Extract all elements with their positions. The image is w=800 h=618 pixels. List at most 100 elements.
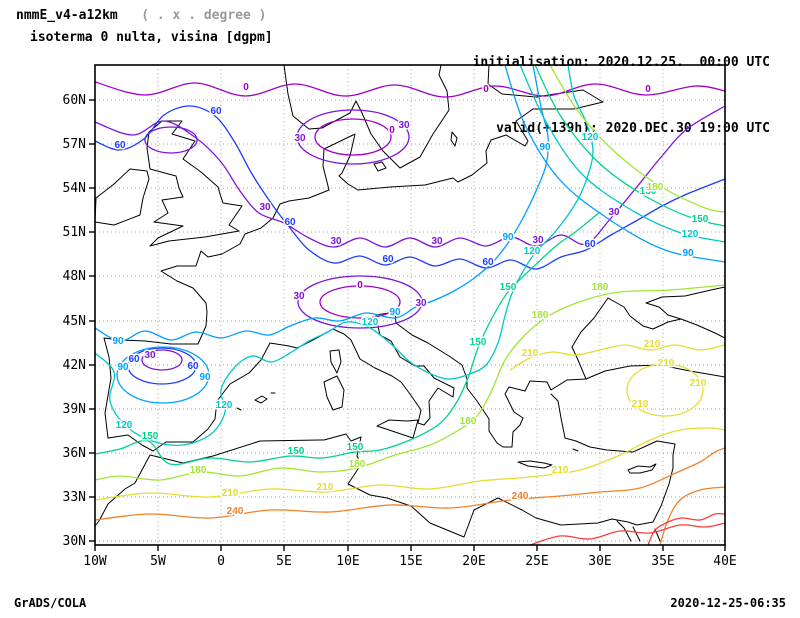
contour-label-60: 60 [187, 361, 199, 372]
contour-label-210: 210 [552, 465, 569, 476]
contour-loop-60 [127, 347, 197, 385]
contour-loop-0 [314, 118, 392, 156]
contour-label-180: 180 [592, 282, 609, 293]
contour-label-150: 150 [288, 446, 305, 457]
island-cyprus [627, 463, 657, 474]
contour-label-0: 0 [645, 84, 651, 95]
contour-label-120: 120 [116, 420, 133, 431]
axis-ticks-and-labels: 10W 5W 0 5E 10E 15E 20E 25E 30E 35E 40E 30N 33N 36N 39… [63, 93, 737, 569]
island-sicily [376, 419, 419, 439]
contour-line-180 [95, 284, 725, 481]
resolution-note: ( . x . degree ) [141, 8, 267, 23]
x-tick-label: 40E [713, 554, 736, 569]
y-tick-label: 39N [63, 402, 86, 417]
coastlines [95, 65, 725, 542]
contour-label-210: 210 [690, 378, 707, 389]
contour-label-30: 30 [431, 236, 443, 247]
contour-loop-30 [296, 109, 410, 165]
contour-loop-30 [144, 126, 198, 154]
island-corsica [329, 349, 342, 374]
contour-label-150: 150 [470, 337, 487, 348]
model-name: nmmE_v4-a12km [16, 8, 118, 23]
contour-label-150: 150 [692, 214, 709, 225]
y-tick-label: 51N [63, 225, 86, 240]
contour-label-120: 120 [216, 400, 233, 411]
map-frame [94, 64, 726, 546]
field-title: isoterma 0 nulta, visina [dgpm] [30, 30, 273, 45]
contour-label-180: 180 [460, 416, 477, 427]
contour-label-150: 150 [347, 442, 364, 453]
contour-label-60: 60 [584, 239, 596, 250]
contour-line-90 [95, 65, 549, 342]
y-tick-label: 57N [63, 137, 86, 152]
contour-line-210 [509, 344, 725, 371]
coast-turkey-levant-africa [95, 393, 676, 538]
contour-loop-210 [626, 363, 704, 417]
contour-label-30: 30 [532, 235, 544, 246]
x-tick-label: 35E [651, 554, 674, 569]
contour-label-60: 60 [210, 106, 222, 117]
y-tick-label: 30N [63, 534, 86, 549]
contour-label-90: 90 [199, 372, 211, 383]
coast-finland [487, 65, 604, 103]
contour-label-210: 210 [317, 482, 334, 493]
contour-label-180: 180 [647, 182, 664, 193]
coast-ireland [95, 168, 150, 226]
y-tick-label: 36N [63, 446, 86, 461]
contour-label-150: 150 [142, 431, 159, 442]
x-tick-label: 10W [83, 554, 107, 569]
contour-line-150 [534, 65, 725, 227]
header-line-1: nmmE_v4-a12km ( . x . degree ) [16, 8, 266, 23]
contour-label-30: 30 [144, 350, 156, 361]
contour-label-60: 60 [128, 354, 140, 365]
y-tick-label: 33N [63, 490, 86, 505]
contour-label-30: 30 [415, 298, 427, 309]
contour-label-210: 210 [658, 358, 675, 369]
x-tick-label: 30E [588, 554, 611, 569]
credit-grads-cola: GrADS/COLA [14, 596, 87, 610]
contour-label-180: 180 [190, 465, 207, 476]
init-time: initialisation: 2020.12.25. 00:00 UTC [472, 55, 770, 70]
contour-label-90: 90 [389, 307, 401, 318]
y-tick-label: 48N [63, 269, 86, 284]
contour-label-210: 210 [522, 348, 539, 359]
contour-label-150: 150 [640, 186, 657, 197]
island-sardinia [323, 375, 345, 411]
contour-label-120: 120 [362, 317, 379, 328]
contour-line-240 [659, 486, 725, 545]
contour-label-60: 60 [114, 140, 126, 151]
contour-loop-30 [141, 349, 183, 371]
y-tick-label: 60N [63, 93, 86, 108]
contour-label-30: 30 [330, 236, 342, 247]
contour-label-90: 90 [117, 362, 129, 373]
contour-label-120: 120 [524, 246, 541, 257]
contour-label-210: 210 [222, 488, 239, 499]
contour-line-90 [504, 65, 725, 263]
coast-northsea-baltic [322, 101, 604, 191]
y-tick-label: 54N [63, 181, 86, 196]
contour-label-60: 60 [482, 257, 494, 268]
contour-label-0: 0 [483, 84, 489, 95]
contour-loop-30 [297, 275, 423, 329]
island-balearics [236, 392, 276, 411]
y-tick-label: 45N [63, 314, 86, 329]
x-tick-label: 0 [217, 554, 225, 569]
contour-label-210: 210 [644, 339, 661, 350]
creation-timestamp: 2020-12-25-06:35 [670, 596, 786, 610]
x-tick-label: 15E [399, 554, 422, 569]
contour-label-180: 180 [532, 310, 549, 321]
contour-line-150 [95, 211, 601, 466]
coast-mediterranean-north [152, 311, 587, 452]
island-rhodes [572, 448, 579, 452]
contour-label-30: 30 [608, 207, 620, 218]
coast-blacksea [571, 286, 725, 380]
contour-label-120: 120 [582, 132, 599, 143]
x-tick-label: 25E [525, 554, 548, 569]
contour-label-90: 90 [682, 248, 694, 259]
contour-lines [95, 65, 725, 545]
contour-label-210: 210 [632, 399, 649, 410]
contour-loop-90 [116, 346, 210, 404]
